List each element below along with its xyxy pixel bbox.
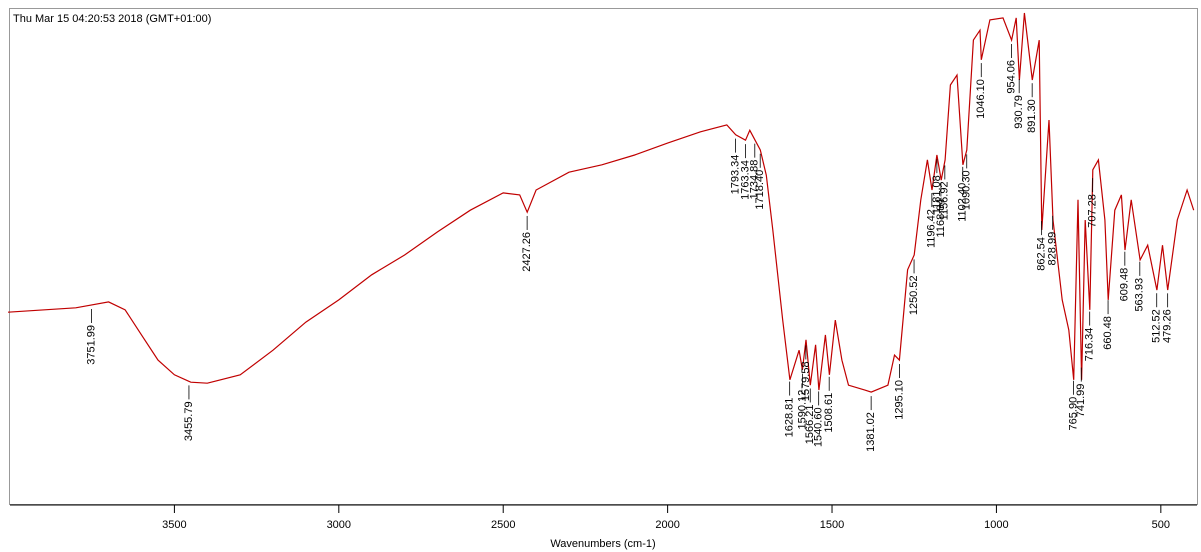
x-tick-label: 3000 [327,519,351,531]
plot-frame [9,8,1198,505]
chart-title: Thu Mar 15 04:20:53 2018 (GMT+01:00) [13,13,211,25]
x-tick-label: 2500 [491,519,515,531]
annotation-label: 1763.34 [739,160,751,200]
x-tick-label: 1500 [820,519,844,531]
annotation-label: 479.26 [1162,309,1174,343]
annotation-label: 1508.61 [823,393,835,433]
x-tick-label: 1000 [984,519,1008,531]
annotation-label: 512.52 [1151,309,1163,343]
annotation-label: 716.34 [1084,328,1096,362]
annotation-label: 1718.40 [754,170,766,210]
annotation-label: 563.93 [1134,278,1146,312]
annotation-label: 1168.84 [935,199,947,238]
annotation-label: 660.48 [1102,316,1114,350]
annotation-label: 1090.30 [961,170,973,210]
annotation-label: 741.99 [1075,384,1087,418]
annotation-label: 1540.60 [813,407,825,447]
annotation-label: 1295.10 [893,380,905,420]
annotation-label: 1381.02 [865,412,877,452]
annotation-label: 891.30 [1026,99,1038,133]
x-tick-label: 500 [1152,519,1170,531]
annotation-label: 1181.08 [931,175,943,214]
annotation-label: 1156.92 [939,181,951,220]
annotation-label: 828.99 [1047,232,1059,266]
annotation-label: 1566.21 [804,405,816,445]
annotation-label: 930.79 [1013,95,1025,129]
annotation-label: 707.28 [1087,194,1099,228]
annotation-label: 1579.58 [800,361,812,401]
annotation-label: 1734.88 [749,160,761,200]
annotation-label: 1628.81 [784,398,796,438]
annotation-label: 1250.52 [908,275,920,315]
x-tick-label: 2000 [655,519,679,531]
annotation-label: 1196.42 [926,209,938,248]
annotation-label: 3455.79 [183,401,195,441]
annotation-label: 609.48 [1119,268,1131,302]
x-tick-label: 3500 [162,519,186,531]
annotation-label: 862.54 [1036,237,1048,271]
annotation-label: 954.06 [1005,60,1017,94]
annotation-label: 1046.10 [975,79,987,119]
annotation-label: 1793.34 [730,155,742,195]
spectrum-line [7,12,1195,393]
annotation-label: 2427.26 [521,232,533,272]
annotation-label: 1590.12 [796,390,808,430]
annotation-label: 765.90 [1067,397,1079,431]
x-axis-label: Wavenumbers (cm-1) [550,538,655,550]
annotation-label: 3751.99 [85,325,97,365]
annotation-label: 1102.40 [957,183,969,222]
